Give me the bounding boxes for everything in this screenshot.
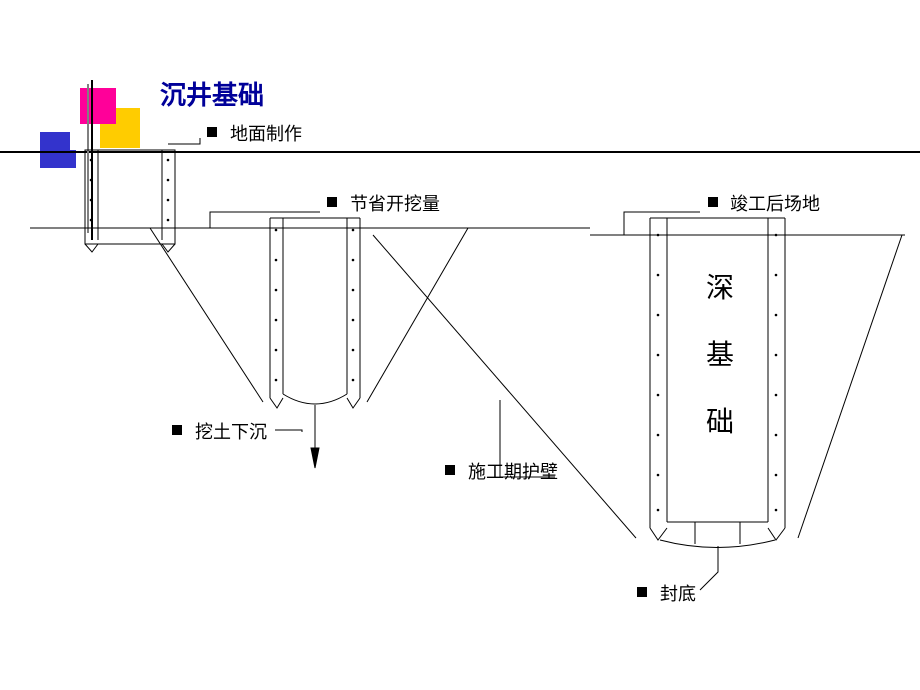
caisson-stage-1 xyxy=(85,150,175,252)
excavation-pit-3 xyxy=(373,235,902,538)
leader-guard-wall xyxy=(500,400,555,477)
caisson-diagram xyxy=(0,0,920,690)
excavation-pit-2 xyxy=(150,228,468,402)
leader-save-dig xyxy=(210,212,320,228)
caisson-stage-3 xyxy=(650,218,785,548)
leader-after-place xyxy=(624,212,700,235)
leader-dig-sink xyxy=(275,430,302,432)
leader-ground-make xyxy=(168,138,200,144)
leader-lines xyxy=(168,138,718,590)
leader-seal-bottom xyxy=(700,546,718,590)
